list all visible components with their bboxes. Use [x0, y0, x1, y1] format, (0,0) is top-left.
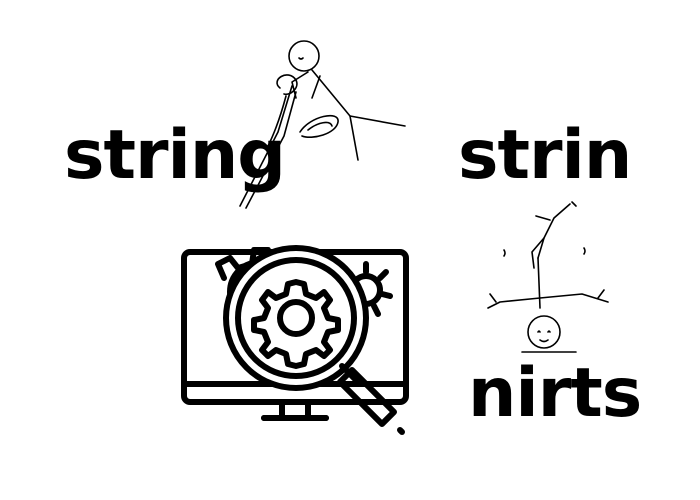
- scissors-figure-icon: [239, 40, 406, 209]
- word-strin: strin: [458, 116, 632, 195]
- word-nirts: nirts: [468, 354, 642, 433]
- word-string: string: [64, 116, 286, 195]
- monitor-gear-magnifier-icon: [181, 245, 409, 435]
- handstand-figure-icon: [487, 201, 609, 353]
